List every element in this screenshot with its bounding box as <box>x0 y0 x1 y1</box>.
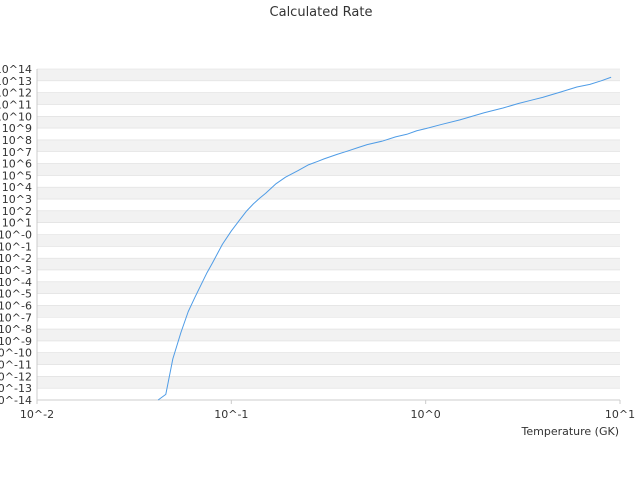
plot-band <box>37 139 620 152</box>
y-tick-label: 10^5 <box>2 169 32 182</box>
series-group <box>157 76 612 401</box>
y-tick-label: 10^-0 <box>0 229 32 242</box>
axes <box>36 69 620 401</box>
plot-band <box>37 388 620 400</box>
y-tick-label: 10^6 <box>2 158 32 171</box>
plot-band <box>37 364 620 377</box>
plot-band <box>37 92 620 105</box>
plot-band <box>37 116 620 129</box>
plot-band <box>37 69 620 81</box>
plot-band <box>37 234 620 247</box>
plot-background-bands <box>37 69 620 400</box>
y-tick-label: 10^-3 <box>0 264 32 277</box>
y-axis-tick-labels: 10^-1410^-1310^-1210^-1110^-1010^-910^-8… <box>0 63 32 407</box>
plot-band <box>37 258 620 270</box>
x-axis-tick-labels: 10^-2 10^-1 10^0 10^1 <box>20 400 635 421</box>
y-tick-label: 10^-9 <box>0 335 32 348</box>
series-line <box>157 76 612 401</box>
y-tick-label: 10^-12 <box>0 370 32 383</box>
y-tick-label: 10^1 <box>2 217 32 230</box>
y-tick-label: 10^14 <box>0 63 32 76</box>
y-tick-label: 10^-5 <box>0 288 32 301</box>
plot-band <box>37 352 620 365</box>
plot-band <box>37 340 620 353</box>
y-tick-label: 10^-2 <box>0 252 32 265</box>
plot-band <box>37 187 620 200</box>
y-tick-label: 10^-7 <box>0 311 32 324</box>
y-tick-label: 10^8 <box>2 134 32 147</box>
y-tick-label: 10^13 <box>0 75 32 88</box>
plot-band <box>37 281 620 294</box>
plot-band <box>37 175 620 188</box>
chart-title: Calculated Rate <box>270 5 373 20</box>
x-tick-label: 10^-2 <box>20 408 54 421</box>
x-tick-label: 10^1 <box>605 408 635 421</box>
y-tick-label: 10^-6 <box>0 299 32 312</box>
plot-band <box>37 163 620 176</box>
plot-band <box>37 246 620 259</box>
plot-band <box>37 305 620 318</box>
x-tick-label: 10^0 <box>411 408 441 421</box>
plot-band <box>37 128 620 140</box>
y-tick-label: 10^2 <box>2 205 32 218</box>
plot-band <box>37 317 620 330</box>
y-tick-label: 10^12 <box>0 87 32 100</box>
y-tick-label: 10^-13 <box>0 382 32 395</box>
plot-band <box>37 293 620 306</box>
plot-band <box>37 80 620 93</box>
x-tick-label: 10^-1 <box>214 408 248 421</box>
plot-band <box>37 376 620 389</box>
y-tick-label: 10^9 <box>2 122 32 135</box>
y-tick-label: 10^-11 <box>0 359 32 372</box>
plot-band <box>37 329 620 341</box>
y-tick-label: 10^-14 <box>0 394 32 407</box>
x-axis-label: Temperature (GK) <box>521 425 620 438</box>
y-tick-label: 10^-10 <box>0 347 32 360</box>
y-tick-label: 10^-4 <box>0 276 32 289</box>
y-tick-label: 10^10 <box>0 110 32 123</box>
plot-band <box>37 199 620 211</box>
y-tick-label: 10^-1 <box>0 240 32 253</box>
plot-band <box>37 222 620 235</box>
y-tick-label: 10^11 <box>0 98 32 111</box>
y-tick-label: 10^7 <box>2 146 32 159</box>
plot-band <box>37 104 620 117</box>
y-tick-label: 10^-8 <box>0 323 32 336</box>
y-tick-label: 10^4 <box>2 181 32 194</box>
plot-band <box>37 210 620 223</box>
y-tick-label: 10^3 <box>2 193 32 206</box>
plot-band <box>37 269 620 282</box>
